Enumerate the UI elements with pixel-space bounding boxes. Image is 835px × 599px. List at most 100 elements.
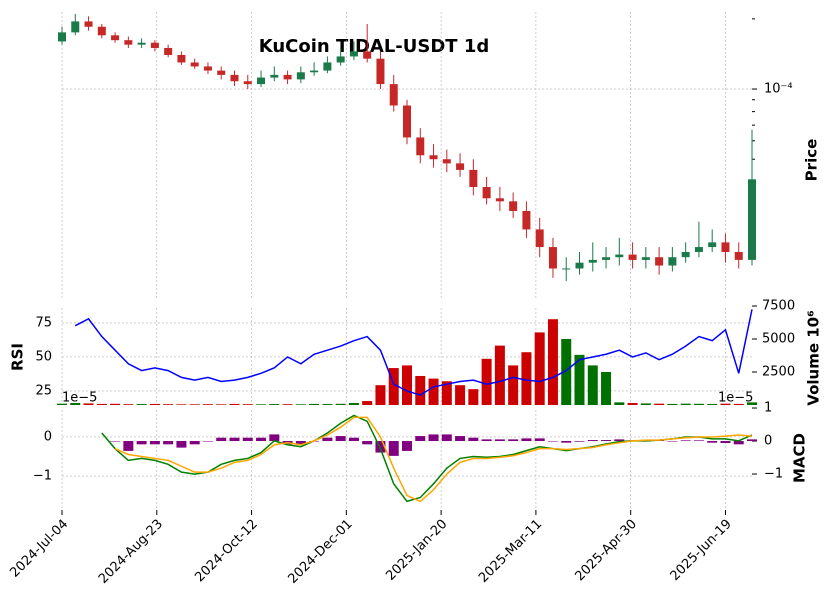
macd-histogram-bar (733, 441, 744, 445)
volume-bar (627, 403, 638, 405)
volume-bar (601, 372, 612, 405)
candle-body (482, 187, 491, 199)
candle-body (575, 262, 584, 269)
volume-bar (149, 403, 160, 405)
candle-body (748, 179, 756, 260)
candle-body (349, 51, 358, 57)
volume-bar (415, 375, 426, 405)
macd-histogram-bar (428, 434, 439, 442)
y-tick-label: 0 (44, 429, 52, 444)
candle-body (363, 51, 372, 59)
x-tick-label: 2024-Dec-01 (286, 517, 356, 587)
volume-bar (707, 403, 718, 405)
y-axis-label: Price (803, 139, 821, 182)
volume-bar (693, 403, 704, 405)
candle-body (509, 201, 518, 211)
macd-histogram-bar (720, 441, 731, 444)
macd-histogram-bar (587, 440, 598, 442)
y2-tick-label: −1 (764, 467, 783, 482)
y-tick-label: 75 (35, 315, 52, 330)
macd-histogram-bar (481, 439, 492, 442)
macd-histogram-bar (441, 434, 452, 442)
macd-histogram-bar (747, 439, 757, 442)
volume-bar (202, 404, 213, 405)
macd-histogram-bar (242, 437, 253, 442)
volume-bar (123, 404, 134, 405)
offset-label: 1e−5 (62, 391, 97, 406)
candle-body (376, 58, 385, 85)
candle-body (97, 26, 106, 36)
macd-histogram-bar (388, 441, 399, 456)
volume-bar (547, 319, 558, 405)
macd-histogram-bar (348, 437, 359, 442)
candle-body (416, 137, 425, 156)
macd-histogram-bar (508, 439, 519, 442)
y2-tick-label: 5000 (762, 332, 795, 347)
volume-bar (96, 403, 107, 405)
volume-bar (229, 403, 240, 405)
candle-body (164, 47, 173, 55)
volume-bar (163, 404, 174, 405)
candle-body (456, 163, 465, 170)
volume-bar (534, 332, 545, 405)
volume-bar (136, 404, 147, 405)
y-tick-label: −1 (33, 469, 52, 484)
candle-body (124, 40, 133, 45)
volume-bar (83, 403, 94, 405)
macd-histogram-bar (110, 441, 121, 442)
y-axis-label: MACD (791, 433, 809, 483)
volume-bar (640, 403, 651, 405)
volume-bar (216, 404, 227, 405)
candle-body (429, 155, 438, 160)
volume-bar (348, 403, 359, 405)
y2-axis-label: Volume 10⁶ (805, 310, 823, 405)
macd-histogram-bar (680, 440, 691, 442)
volume-bar (468, 389, 479, 405)
volume-bar (521, 352, 532, 405)
candle-body (615, 254, 624, 258)
volume-bar (720, 403, 731, 405)
volume-bar (402, 365, 412, 405)
candle-body (150, 42, 159, 48)
candle-body (217, 70, 226, 75)
macd-histogram-bar (229, 437, 240, 442)
macd-histogram-bar (601, 440, 612, 442)
candle-body (203, 66, 212, 71)
macd-histogram-bar (415, 436, 426, 442)
candle-body (522, 210, 531, 230)
macd-histogram-bar (402, 441, 412, 451)
volume-bar (747, 402, 757, 405)
x-tick-label: 2024-Aug-23 (96, 517, 166, 587)
y-tick-label: 50 (35, 349, 52, 364)
volume-bar (242, 404, 253, 405)
macd-line (101, 414, 753, 503)
volume-bar (295, 404, 306, 405)
macd-histogram-bar (547, 441, 558, 442)
candle-body (310, 70, 319, 73)
candle-body (694, 247, 703, 253)
volume-bar (335, 403, 346, 405)
macd-histogram-bar (693, 440, 704, 442)
macd-histogram-bar (295, 441, 306, 445)
volume-bar (733, 403, 744, 405)
volume-bar (375, 385, 386, 405)
x-tick-label: 2025-Jan-20 (383, 517, 450, 584)
macd-histogram-bar (322, 437, 333, 442)
candle-body (562, 268, 571, 270)
macd-histogram-bar (149, 441, 160, 445)
volume-bar (587, 365, 598, 405)
candle-body (721, 242, 730, 253)
x-tick-label: 2024-Jul-04 (7, 517, 71, 581)
x-tick-label: 2025-Jun-19 (668, 517, 735, 584)
macd-histogram-bar (256, 437, 267, 442)
volume-bar (494, 345, 505, 405)
macd-histogram-bar (189, 441, 200, 445)
candle-body (257, 77, 266, 85)
candle-body (389, 84, 398, 106)
candle-body (243, 81, 252, 85)
rsi-line (74, 309, 753, 396)
y-tick-label: 25 (35, 383, 52, 398)
candle-body (71, 21, 80, 33)
candle-body (270, 74, 279, 78)
candle-body (177, 54, 186, 63)
